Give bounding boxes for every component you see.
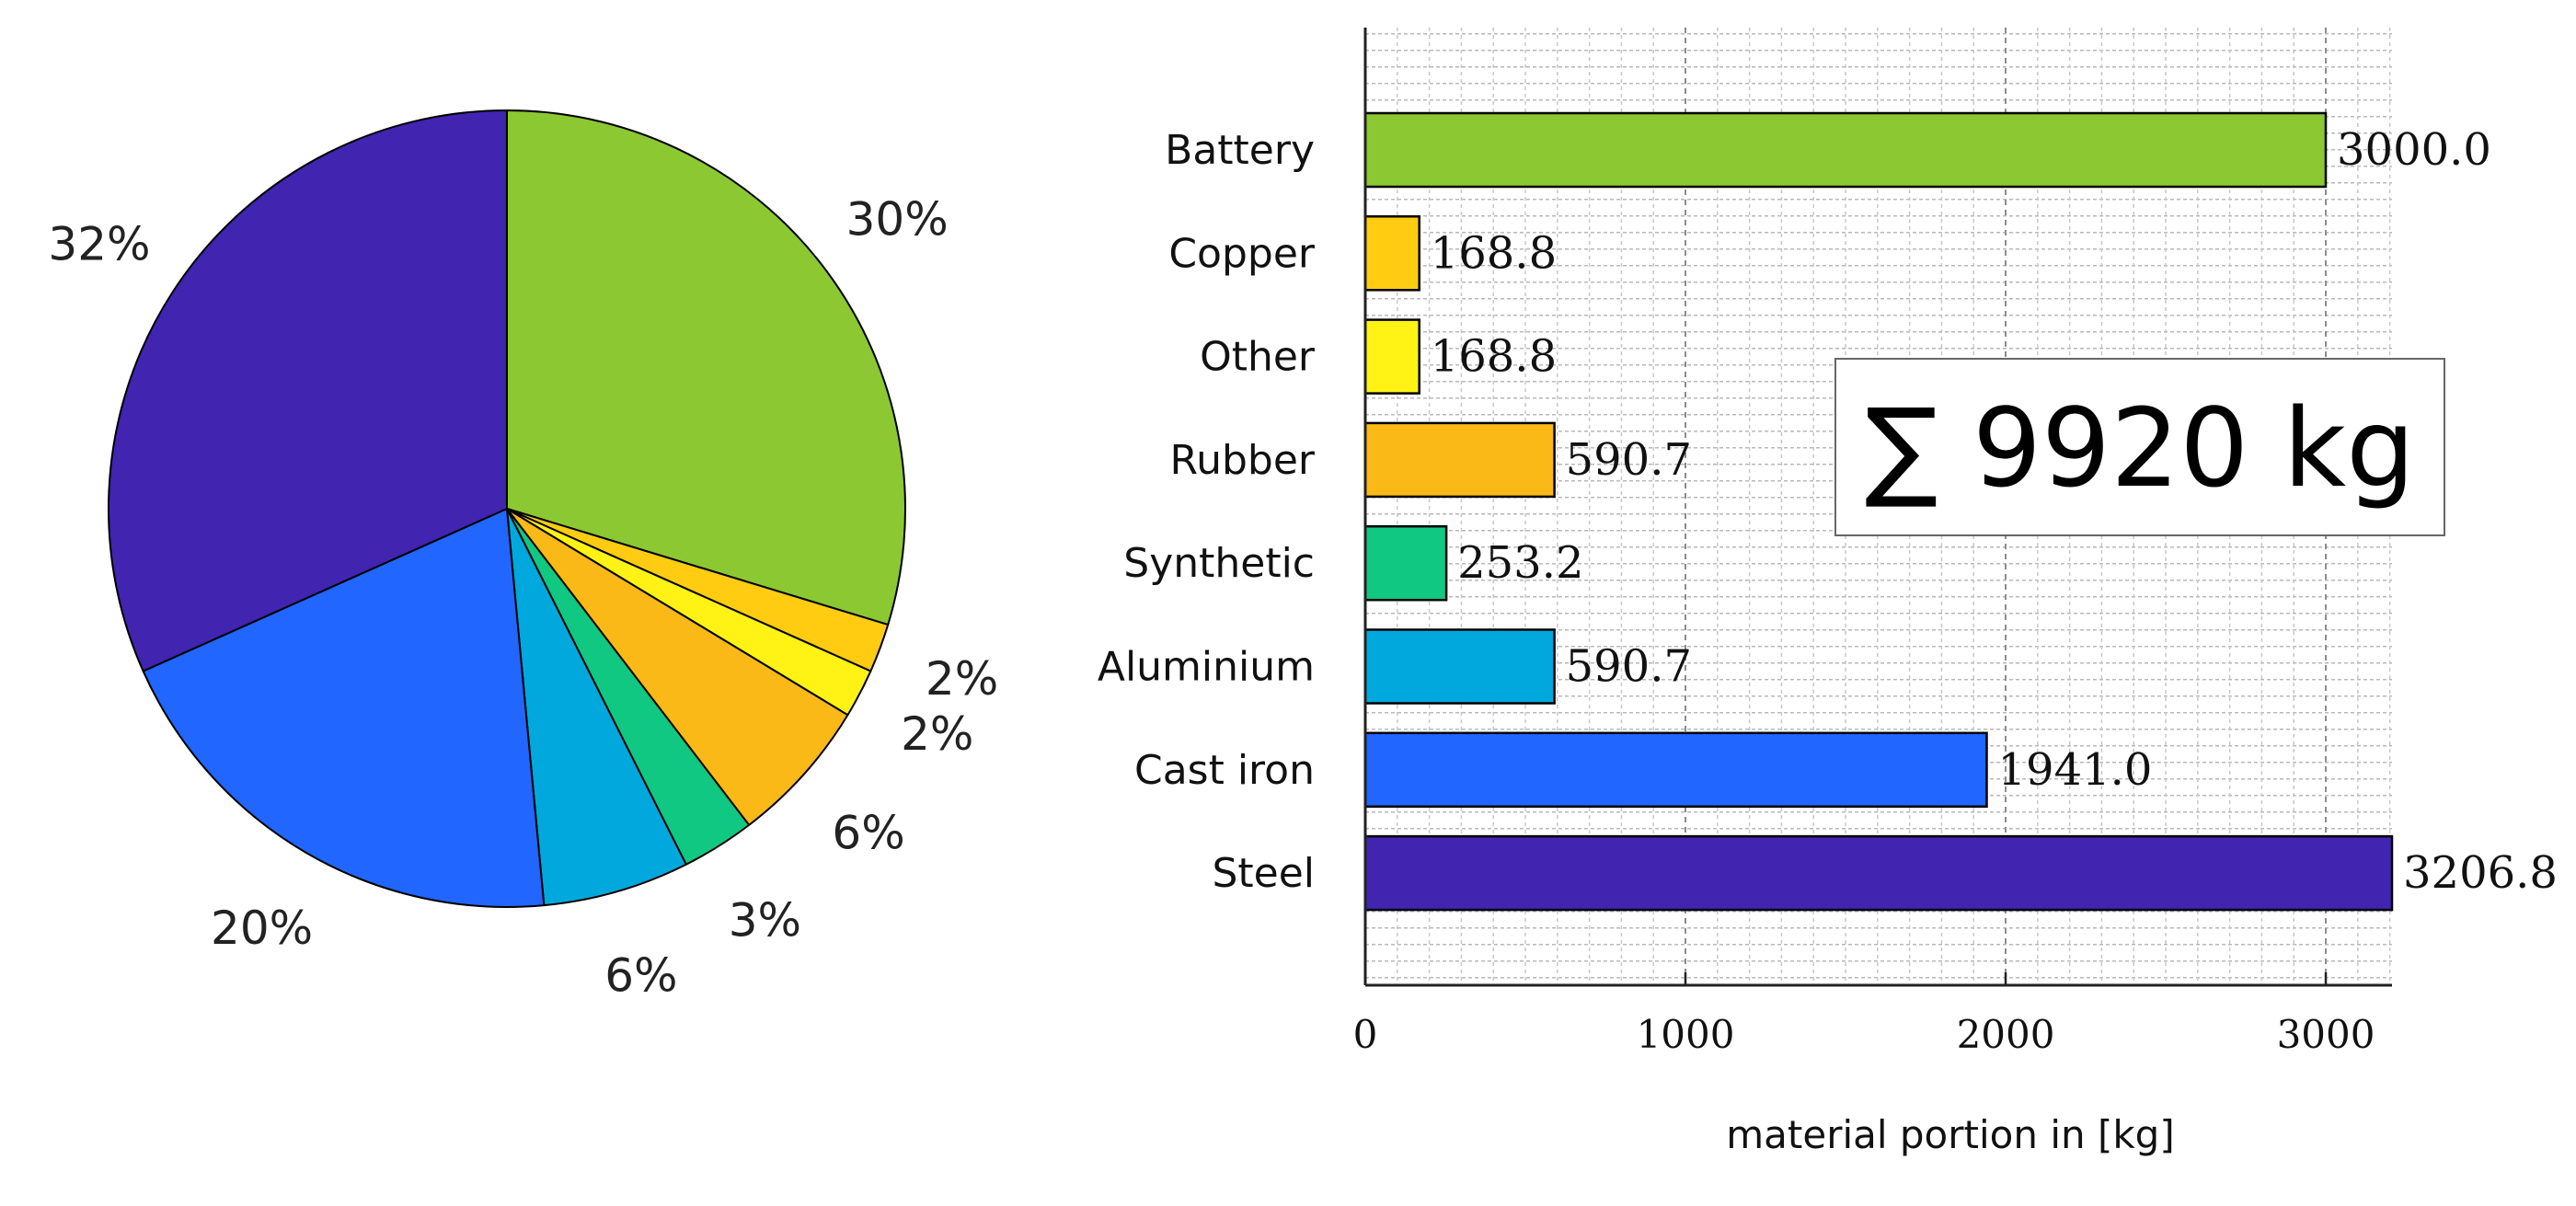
bar-cast-iron xyxy=(1363,731,1988,809)
value-label-rubber: 590.7 xyxy=(1566,434,1692,486)
value-label-other: 168.8 xyxy=(1431,331,1557,383)
pie-slices xyxy=(108,109,906,908)
pie-label-cast-iron: 20% xyxy=(211,902,313,955)
x-tick-label: 3000 xyxy=(2277,1012,2375,1057)
pie-slice-steel xyxy=(108,109,508,672)
tick-labels: 0 1000 2000 3000 xyxy=(1353,1012,2375,1057)
category-label-battery: Battery xyxy=(1165,127,1315,174)
category-label-cast-iron: Cast iron xyxy=(1134,747,1315,794)
pie-labels: 30% 2%2% 6% 3% 6% 20% 32% xyxy=(48,193,998,1003)
value-labels: 3000.0168.8168.8590.7253.2590.71941.0320… xyxy=(1431,124,2558,899)
total-annotation-box: ∑ 9920 kg xyxy=(1834,358,2445,536)
value-label-steel: 3206.8 xyxy=(2403,847,2558,899)
value-label-copper: 168.8 xyxy=(1431,227,1557,279)
x-tick-label: 1000 xyxy=(1637,1012,1735,1057)
bar-rubber xyxy=(1363,421,1556,499)
pie-label-synthetic: 3% xyxy=(729,893,801,947)
pie-slice-rubber xyxy=(506,508,849,826)
pie-slice-cast-iron xyxy=(142,508,546,908)
value-label-synthetic: 253.2 xyxy=(1457,537,1583,589)
value-label-battery: 3000.0 xyxy=(2337,124,2491,176)
category-label-steel: Steel xyxy=(1212,850,1315,897)
x-axis-title: material portion in [kg] xyxy=(1726,1112,2174,1157)
category-label-synthetic: Synthetic xyxy=(1123,540,1315,587)
pie-label-aluminium: 6% xyxy=(604,948,677,1002)
pie-label-steel: 32% xyxy=(48,218,150,271)
bar-synthetic xyxy=(1363,524,1448,602)
bar-other xyxy=(1363,318,1420,395)
pie-slice-aluminium xyxy=(506,508,687,907)
bar-copper xyxy=(1363,215,1420,292)
pie-label-other: 2% xyxy=(901,707,973,761)
x-tick-label: 0 xyxy=(1353,1012,1378,1057)
category-label-aluminium: Aluminium xyxy=(1098,644,1315,691)
category-label-rubber: Rubber xyxy=(1169,437,1315,484)
pie-slice-battery xyxy=(506,109,906,626)
bar-chart: 3000.0168.8168.8590.7253.2590.71941.0320… xyxy=(1098,28,2558,1157)
total-annotation-frame xyxy=(1834,358,2445,536)
pie-label-rubber: 6% xyxy=(832,807,904,860)
total-annotation-text: ∑ 9920 kg xyxy=(1865,385,2415,511)
bar-steel xyxy=(1363,834,2394,912)
value-label-cast-iron: 1941.0 xyxy=(1998,744,2153,796)
bars xyxy=(1363,111,2394,912)
x-tick-label: 2000 xyxy=(1957,1012,2055,1057)
category-label-copper: Copper xyxy=(1168,230,1316,277)
category-label-other: Other xyxy=(1200,334,1316,381)
pie-label-battery: 30% xyxy=(846,193,949,247)
category-labels: Battery Copper Other Rubber Synthetic Alumini… xyxy=(1098,127,1316,897)
bar-battery xyxy=(1363,111,2328,189)
pie-label-copper: 2% xyxy=(926,652,998,706)
value-label-aluminium: 590.7 xyxy=(1566,641,1692,693)
bar-aluminium xyxy=(1363,628,1556,705)
axes xyxy=(1363,28,2392,987)
pie-chart: 30% 2%2% 6% 3% 6% 20% 32% xyxy=(48,109,998,1003)
